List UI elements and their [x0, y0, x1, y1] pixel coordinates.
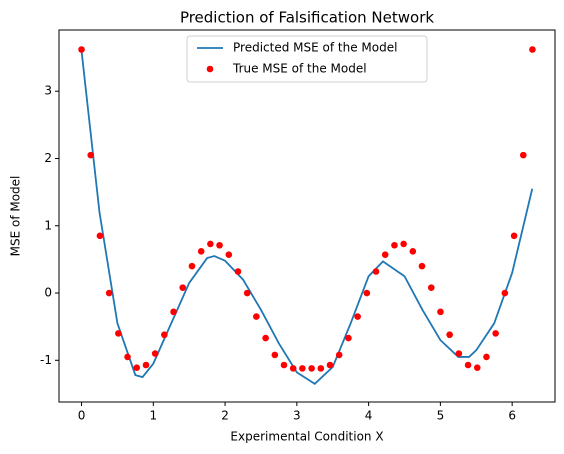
- point: [455, 350, 463, 357]
- point: [335, 351, 343, 359]
- point: [492, 330, 499, 337]
- plot-frame: [58, 29, 556, 403]
- x-tick-label: 1: [149, 409, 157, 423]
- x-tick-label: 5: [437, 409, 445, 423]
- point: [151, 350, 159, 357]
- point: [142, 361, 150, 369]
- point: [363, 289, 371, 297]
- point: [253, 313, 260, 320]
- point: [216, 241, 223, 249]
- point: [409, 248, 417, 255]
- point: [427, 284, 435, 291]
- legend-box: [186, 35, 428, 83]
- point: [170, 308, 177, 316]
- x-tick-label: 4: [365, 409, 373, 423]
- point: [381, 251, 389, 258]
- point: [96, 232, 104, 240]
- point: [418, 262, 426, 270]
- point: [280, 361, 288, 369]
- point: [207, 240, 214, 248]
- point: [519, 151, 527, 159]
- point: [197, 248, 205, 255]
- point: [464, 361, 472, 369]
- point: [400, 240, 407, 248]
- point: [234, 268, 242, 275]
- point: [115, 330, 122, 337]
- point: [271, 351, 279, 359]
- y-axis-label: MSE of Model: [9, 176, 23, 257]
- x-tick-label: 2: [221, 409, 229, 423]
- legend: Predicted MSE of the Model True MSE of th…: [186, 35, 428, 83]
- point: [262, 334, 269, 342]
- x-tick-label: 3: [293, 409, 301, 423]
- point: [437, 308, 444, 316]
- legend-label: True MSE of the Model: [232, 62, 367, 76]
- point: [78, 46, 85, 53]
- point: [510, 232, 518, 240]
- x-axis-label: Experimental Condition X: [230, 430, 383, 444]
- point: [446, 331, 453, 339]
- y-tick-label: 2: [44, 151, 52, 165]
- y-tick-label: 0: [44, 286, 52, 300]
- point: [87, 151, 95, 159]
- y-tick-label: -1: [40, 353, 52, 367]
- y-tick-label: 1: [44, 218, 52, 232]
- point: [188, 262, 196, 270]
- point: [225, 251, 233, 258]
- point: [179, 284, 187, 291]
- point: [161, 331, 168, 339]
- point: [391, 241, 398, 249]
- point: [354, 313, 361, 320]
- point: [473, 364, 481, 371]
- point: [529, 46, 536, 53]
- point: [317, 365, 325, 372]
- point: [345, 334, 352, 342]
- point: [372, 268, 380, 275]
- point: [124, 353, 131, 361]
- legend-swatch: [206, 65, 214, 73]
- point: [326, 361, 334, 369]
- point: [308, 365, 315, 372]
- x-tick-label: 0: [78, 409, 86, 423]
- point: [483, 353, 490, 361]
- chart-title: Prediction of Falsification Network: [180, 9, 434, 27]
- line: [80, 50, 534, 385]
- x-tick-label: 6: [508, 409, 516, 423]
- point: [105, 289, 113, 297]
- point: [501, 289, 509, 297]
- point: [243, 289, 251, 297]
- legend-label: Predicted MSE of the Model: [233, 41, 397, 55]
- y-tick-label: 3: [44, 84, 52, 98]
- point: [289, 365, 297, 372]
- point: [299, 365, 306, 372]
- point: [133, 364, 141, 371]
